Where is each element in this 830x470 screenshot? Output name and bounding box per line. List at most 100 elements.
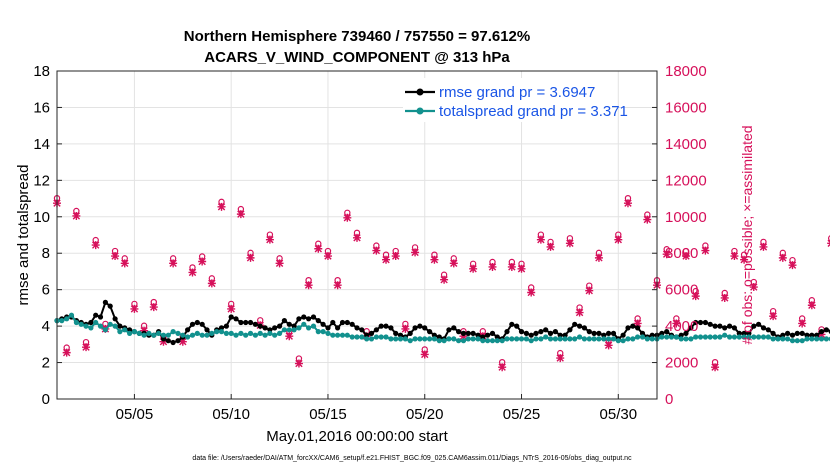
- totalspread-point: [368, 336, 375, 342]
- rmse-point: [296, 316, 302, 322]
- rmse-point: [397, 332, 404, 338]
- totalspread-point: [547, 336, 554, 342]
- obs-assimilated-marker: [314, 244, 323, 253]
- rmse-point: [504, 329, 510, 335]
- rmse-point: [649, 332, 655, 338]
- rmse-point: [456, 329, 462, 335]
- rmse-point: [238, 319, 244, 326]
- totalspread-point: [301, 321, 307, 327]
- totalspread-point: [175, 330, 181, 336]
- totalspread-point: [523, 336, 530, 342]
- obs-assimilated-marker: [769, 312, 778, 321]
- totalspread-point: [775, 336, 781, 342]
- totalspread-point: [533, 336, 539, 342]
- obs-assimilated-marker: [517, 264, 526, 273]
- rmse-point: [514, 323, 520, 329]
- totalspread-point: [814, 336, 820, 342]
- totalspread-point: [364, 336, 370, 342]
- left-tick-label: 14: [33, 136, 50, 153]
- rmse-point: [306, 316, 312, 322]
- totalspread-point: [639, 334, 646, 340]
- obs-assimilated-marker: [788, 261, 797, 270]
- rmse-point: [591, 330, 597, 336]
- totalspread-point: [683, 336, 689, 342]
- totalspread-point: [146, 330, 152, 336]
- obs-assimilated-marker: [643, 215, 652, 224]
- obs-assimilated-marker: [140, 326, 149, 335]
- rmse-point: [485, 332, 491, 338]
- rmse-point: [596, 330, 602, 336]
- rmse-point: [494, 334, 500, 340]
- rmse-point: [160, 336, 167, 342]
- x-tick-label: 05/20: [406, 406, 444, 423]
- obs-assimilated-marker: [333, 281, 342, 290]
- rmse-point: [281, 318, 287, 324]
- rmse-point: [330, 319, 336, 326]
- totalspread-point: [397, 336, 404, 342]
- obs-assimilated-marker: [72, 211, 81, 220]
- totalspread-point: [809, 336, 815, 342]
- rmse-point: [359, 327, 365, 333]
- totalspread-point: [141, 332, 147, 338]
- rmse-point: [267, 327, 273, 333]
- obs-assimilated-marker: [701, 246, 710, 255]
- obs-assimilated-marker: [507, 262, 516, 271]
- totalspread-point: [412, 336, 418, 342]
- rmse-point: [818, 329, 825, 335]
- rmse-point: [794, 330, 800, 336]
- totalspread-point: [794, 338, 800, 344]
- x-axis-ticks: 05/05 05/10 05/15 05/20 05/25 05/30: [116, 394, 637, 423]
- rmse-point: [727, 323, 733, 329]
- totalspread-point: [581, 336, 588, 342]
- obs-assimilated-marker: [285, 332, 294, 341]
- totalspread-point: [514, 336, 520, 342]
- totalspread-point: [310, 323, 317, 329]
- rmse-point: [785, 330, 791, 336]
- obs-assimilated-marker: [420, 350, 429, 359]
- totalspread-point: [383, 334, 389, 340]
- totalspread-point: [83, 323, 89, 329]
- rmse-point: [765, 327, 771, 333]
- totalspread-point: [606, 336, 612, 342]
- rmse-point: [547, 330, 554, 336]
- rmse-point: [664, 329, 670, 335]
- obs-assimilated-marker: [778, 253, 787, 262]
- data-file-footnote: data file: /Users/raeder/DAI/ATM_forcXX/…: [192, 455, 632, 462]
- totalspread-point: [417, 336, 423, 342]
- right-tick-label: 14000: [665, 136, 707, 153]
- obs-assimilated-marker: [275, 259, 284, 268]
- obs-assimilated-marker: [720, 293, 729, 302]
- totalspread-point: [73, 319, 79, 326]
- totalspread-point: [717, 334, 723, 340]
- y-axis-label-left: rmse and totalspread: [15, 165, 32, 306]
- obs-assimilated-marker: [82, 343, 91, 352]
- rmse-point: [349, 321, 355, 327]
- chart-title: Northern Hemisphere 739460 / 757550 = 97…: [184, 28, 530, 45]
- rmse-point: [678, 332, 684, 338]
- rmse-point: [344, 319, 350, 326]
- totalspread-point: [441, 338, 447, 344]
- totalspread-point: [567, 336, 573, 342]
- obs-assimilated-marker: [527, 288, 536, 297]
- plot-area-frame: [56, 70, 658, 400]
- obs-assimilated-marker: [401, 324, 410, 333]
- totalspread-point: [243, 332, 249, 338]
- rmse-point: [523, 330, 530, 336]
- totalspread-point: [625, 336, 631, 342]
- rmse-point: [693, 319, 699, 326]
- obs-assimilated-marker: [759, 242, 768, 251]
- rmse-point: [518, 329, 525, 335]
- rmse-point: [712, 323, 718, 329]
- obs-assimilated-marker: [740, 255, 749, 264]
- totalspread-point: [785, 336, 791, 342]
- obs-assimilated-marker: [265, 235, 274, 244]
- right-axis-ticks: 0 2000 4000 6000 8000 10000 12000 14000 16000 180…: [652, 63, 707, 408]
- rmse-point: [470, 330, 476, 336]
- totalspread-point: [577, 334, 583, 340]
- rmse-point: [127, 327, 133, 333]
- rmse-point: [489, 330, 496, 336]
- totalspread-point: [693, 334, 699, 340]
- rmse-point: [552, 329, 559, 335]
- rmse-point: [339, 319, 346, 326]
- totalspread-point: [601, 336, 607, 342]
